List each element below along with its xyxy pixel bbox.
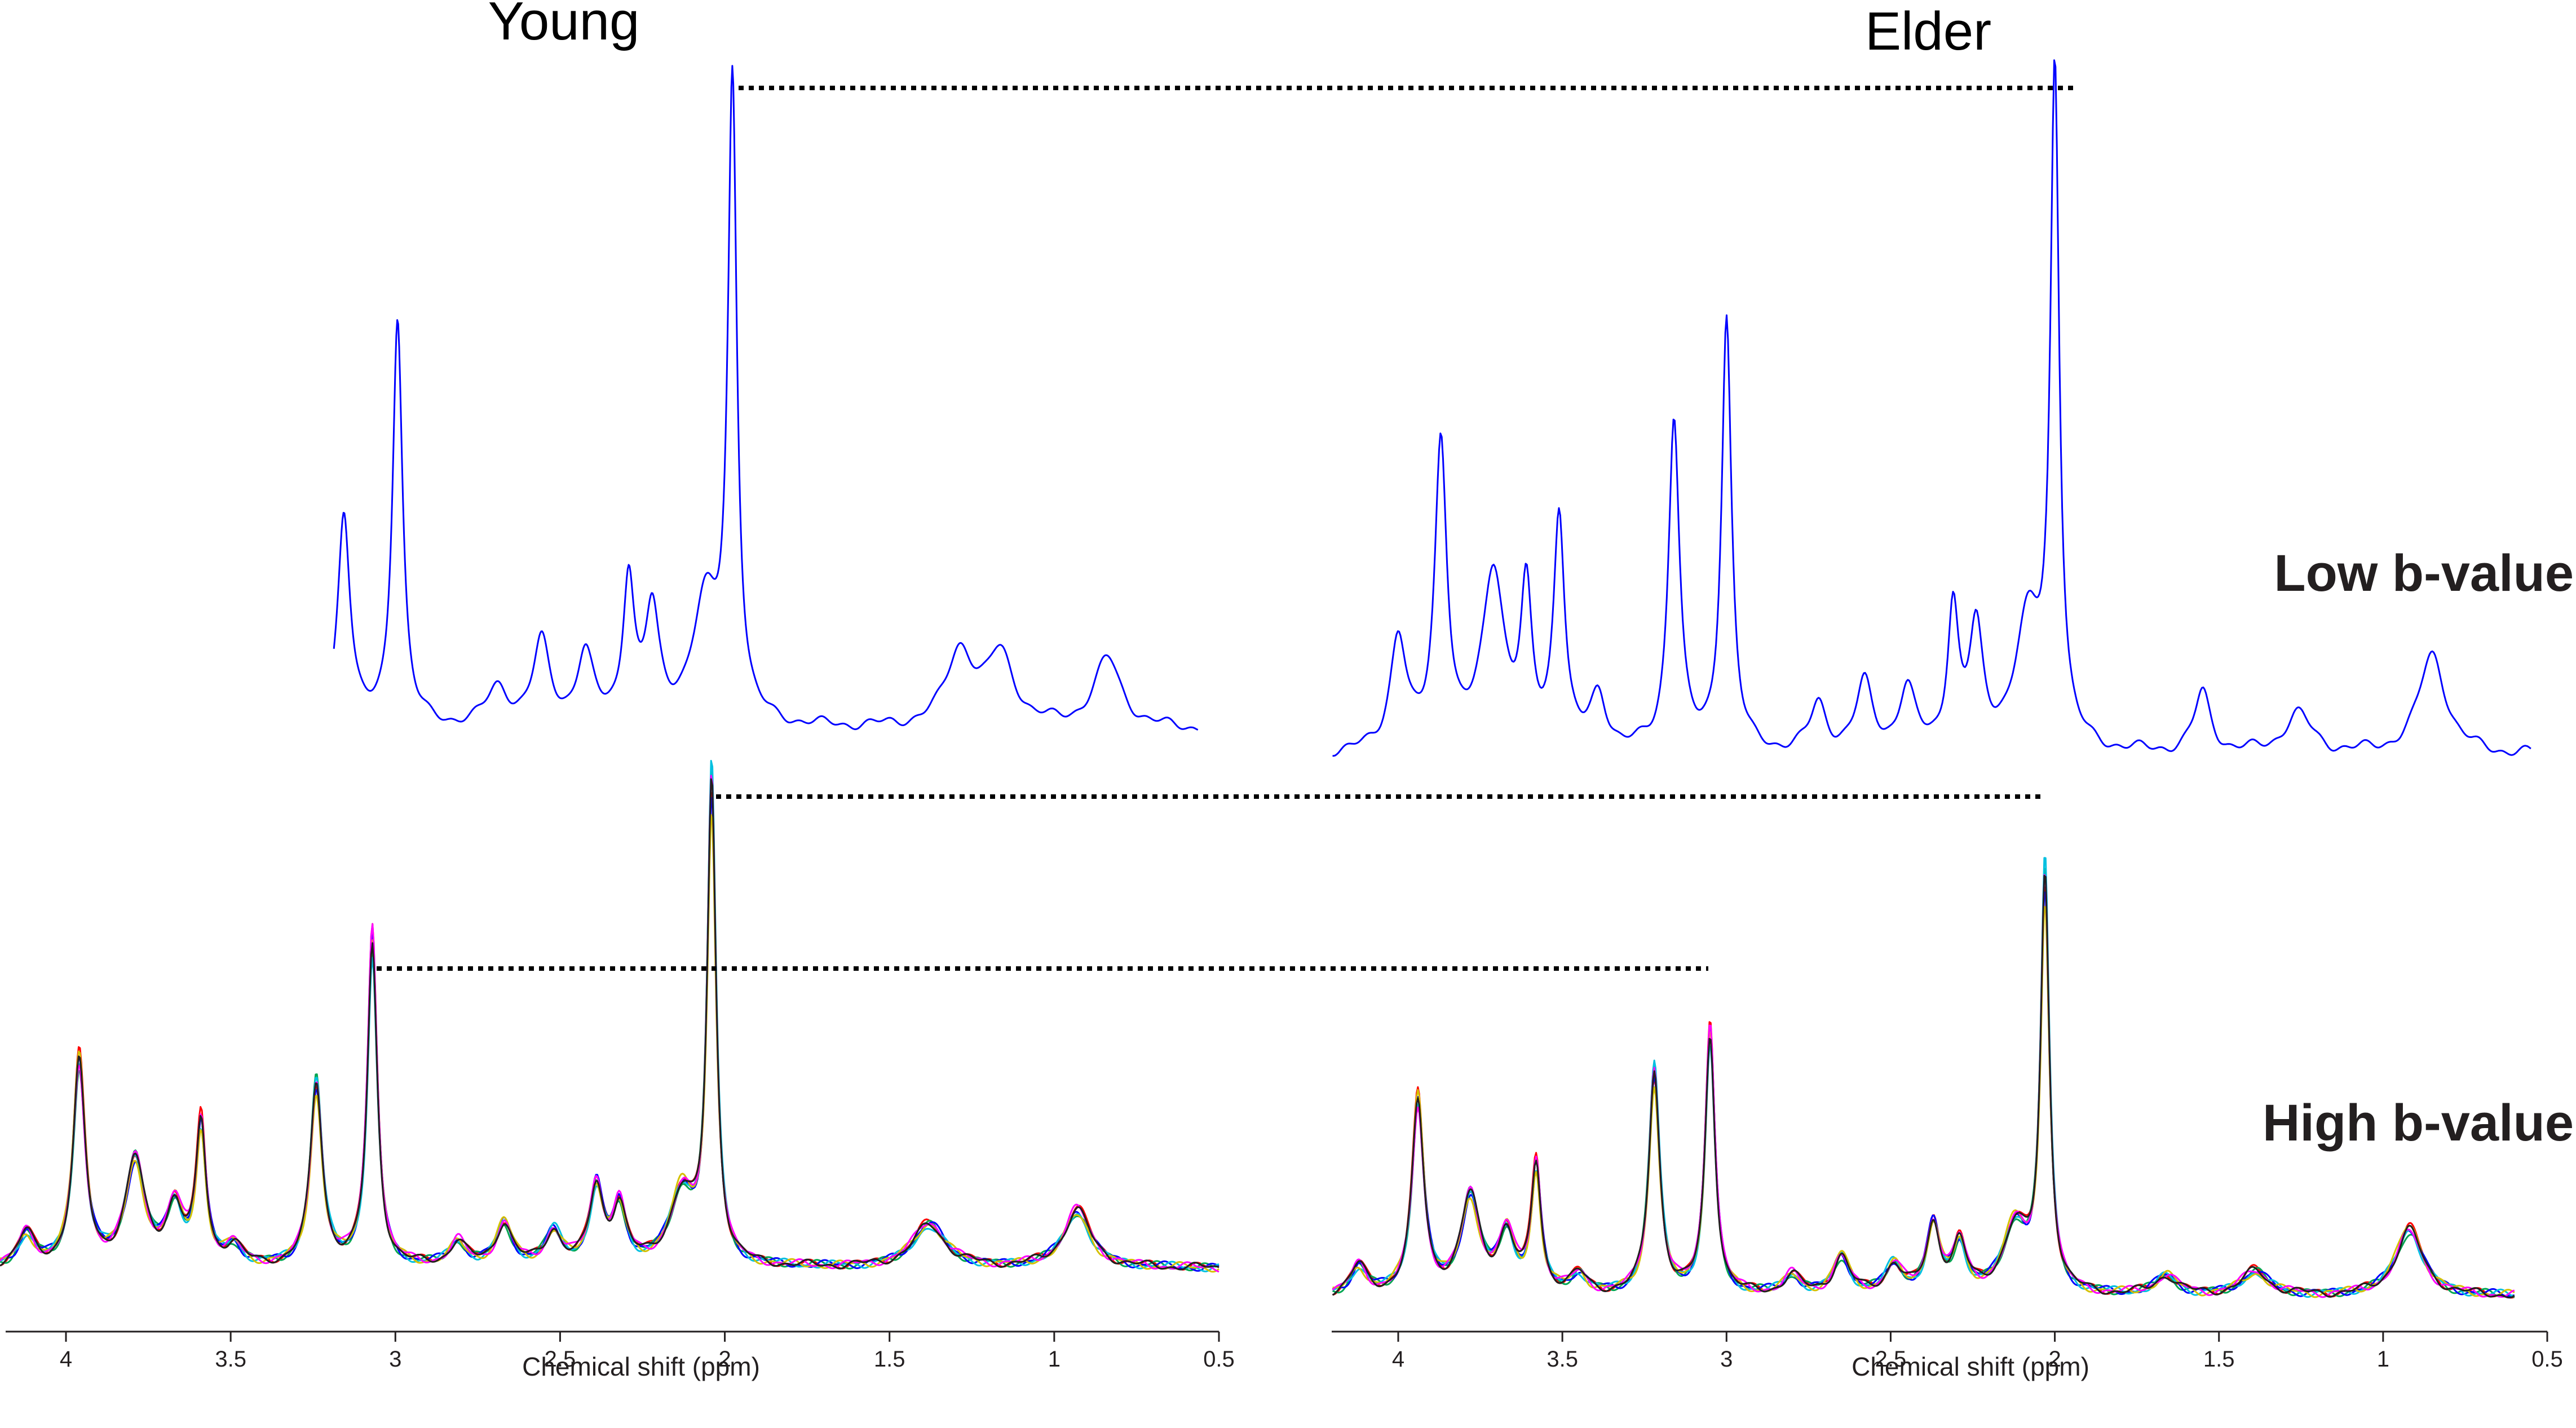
young-x-axis: 4 3.5 3 2.5 2 1.5 1 0.5 (6, 1330, 1235, 1372)
elder-high-b-valuespectrum-line (1332, 874, 2515, 1299)
elder-tick-label: 0.5 (2531, 1347, 2563, 1372)
young-high-b-valuespectrum-line (0, 775, 1219, 1273)
young-high-b-valuespectrum-line (0, 792, 1219, 1271)
young-tick-label: 0.5 (1203, 1347, 1235, 1372)
column-title-young: Young (488, 0, 640, 51)
young-tick-label: 2.5 (545, 1347, 576, 1372)
young-tick-label: 4 (60, 1347, 72, 1372)
young-high-b-spectra (0, 759, 1219, 1273)
elder-tick-label: 3 (1720, 1347, 1733, 1372)
young-tick-label: 2 (718, 1347, 731, 1372)
young-high-b-valuespectrum-line (0, 759, 1219, 1272)
elder-low-b-spectra (1332, 59, 2531, 757)
elder-tick-label: 1.5 (2203, 1347, 2235, 1372)
young-tick-label: 1 (1048, 1347, 1061, 1372)
young-high-b-valuespectrum-line (0, 814, 1219, 1273)
young-axis-title: Chemical shift (ppm) (522, 1352, 760, 1381)
row-label-low-b-value: Low b-value (2274, 545, 2574, 602)
young-high-b-valuespectrum-line (0, 797, 1219, 1272)
young-high-b-valuespectrum-line (0, 778, 1219, 1271)
elder-tick-label: 2.5 (1875, 1347, 1907, 1372)
alignment-guides (377, 86, 2073, 971)
elder-x-axis: 4 3.5 3 2.5 2 1.5 1 0.5 (1332, 1330, 2563, 1372)
elder-panel: 4 3.5 3 2.5 2 1.5 1 0.5 Chemical shift (ppm) (1332, 59, 2563, 1381)
young-low-b-spectra (333, 65, 1199, 731)
young-panel: 4 3.5 3 2.5 2 1.5 1 0.5 Chemical shift (ppm) (0, 65, 1235, 1381)
young-tick-label: 1.5 (874, 1347, 905, 1372)
elder-tick-label: 4 (1392, 1347, 1404, 1372)
young-tick-label: 3 (389, 1347, 401, 1372)
young-tick-label: 3.5 (215, 1347, 246, 1372)
elder-high-b-spectra (1332, 857, 2515, 1299)
elder-tick-label: 2 (2048, 1347, 2061, 1372)
elder-low-b-valuespectrum-line (1332, 59, 2531, 757)
young-low-b-valuespectrum-line (333, 65, 1199, 731)
row-label-high-b-value: High b-value (2263, 1094, 2574, 1152)
young-high-b-valuespectrum-line (0, 768, 1219, 1271)
elder-tick-label: 3.5 (1547, 1347, 1578, 1372)
elder-tick-label: 1 (2377, 1347, 2389, 1372)
elder-high-b-valuespectrum-line (1332, 886, 2515, 1299)
elder-axis-title: Chemical shift (ppm) (1852, 1352, 2089, 1381)
column-title-elder: Elder (1865, 1, 1991, 61)
